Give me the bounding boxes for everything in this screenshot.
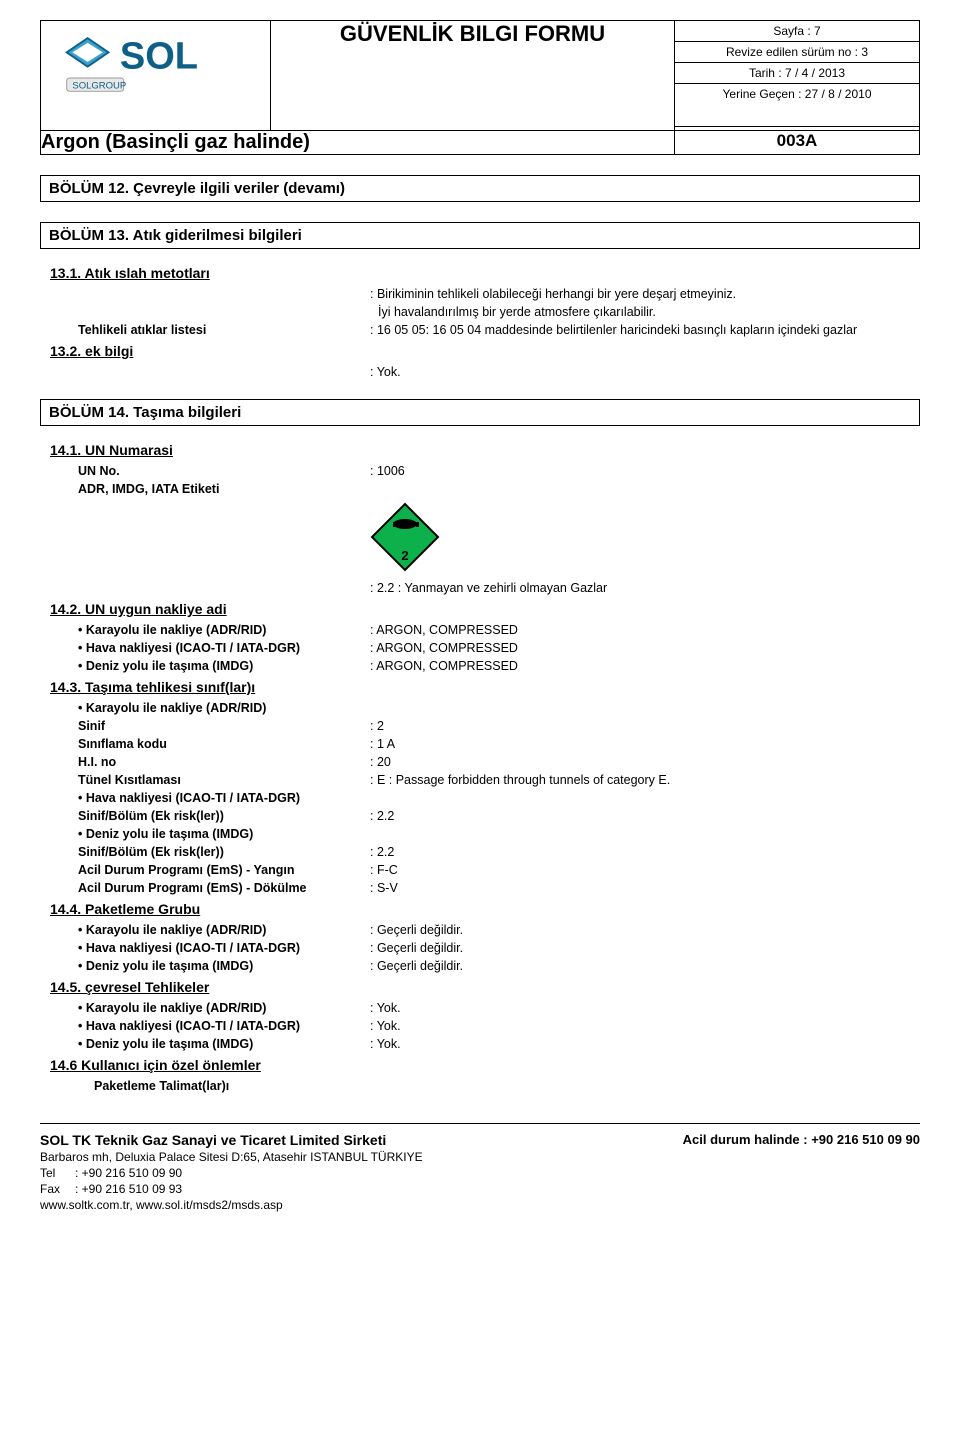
imdg-value-4: Yok. bbox=[370, 1037, 910, 1051]
ems-fire-label: Acil Durum Programı (EmS) - Yangın bbox=[50, 863, 370, 877]
ek-bilgi-value: Yok. bbox=[370, 365, 910, 379]
adr-value-1: ARGON, COMPRESSED bbox=[370, 623, 910, 637]
tel-value: : +90 216 510 09 90 bbox=[75, 1166, 182, 1180]
heading-14-2: 14.2. UN uygun nakliye adi bbox=[50, 601, 910, 617]
product-name: Argon (Basinçli gaz halinde) bbox=[41, 131, 675, 155]
logo-sub-text: SOLGROUP bbox=[72, 80, 126, 91]
hi-value: 20 bbox=[370, 755, 910, 769]
section-12-header: BÖLÜM 12. Çevreyle ilgili veriler (devam… bbox=[40, 175, 920, 202]
section-13-content: 13.1. Atık ıslah metotları Birikiminin t… bbox=[40, 249, 920, 379]
havaland-text: İyi havalandırılmış bir yerde atmosfere … bbox=[370, 305, 910, 319]
siniflama-value: 1 A bbox=[370, 737, 910, 751]
adr-label-2: • Karayolu ile nakliye (ADR/RID) bbox=[50, 701, 370, 715]
emergency-contact: Acil durum halinde : +90 216 510 09 90 bbox=[683, 1132, 920, 1212]
un-no-value: 1006 bbox=[370, 464, 910, 478]
sinif-value: 2 bbox=[370, 719, 910, 733]
heading-13-1: 13.1. Atık ıslah metotları bbox=[50, 265, 910, 281]
tehlikeli-label: Tehlikeli atıklar listesi bbox=[50, 323, 370, 337]
imdg-label-3: • Deniz yolu ile taşıma (IMDG) bbox=[50, 959, 370, 973]
svg-text:2: 2 bbox=[401, 548, 408, 563]
heading-13-2: 13.2. ek bilgi bbox=[50, 343, 910, 359]
icao-label-2: • Hava nakliyesi (ICAO-TI / IATA-DGR) bbox=[50, 791, 370, 805]
logo-brand-text: SOL bbox=[119, 36, 197, 78]
hi-label: H.I. no bbox=[50, 755, 370, 769]
company-address: Barbaros mh, Deluxia Palace Sitesi D:65,… bbox=[40, 1150, 423, 1164]
meta-supersedes: Yerine Geçen : 27 / 8 / 2010 bbox=[675, 84, 919, 104]
section-14-header: BÖLÜM 14. Taşıma bilgileri bbox=[40, 399, 920, 426]
birikim-text: Birikiminin tehlikeli olabileceği herhan… bbox=[370, 287, 910, 301]
icao-value-3: Geçerli değildir. bbox=[370, 941, 910, 955]
icao-label-3: • Hava nakliyesi (ICAO-TI / IATA-DGR) bbox=[50, 941, 370, 955]
sinif-bolum-label-1: Sinif/Bölüm (Ek risk(ler)) bbox=[50, 809, 370, 823]
fax-label: Fax bbox=[40, 1182, 75, 1196]
meta-page: Sayfa : 7 bbox=[675, 21, 919, 42]
siniflama-label: Sınıflama kodu bbox=[50, 737, 370, 751]
tunel-value: E : Passage forbidden through tunnels of… bbox=[370, 773, 910, 787]
tunel-label: Tünel Kısıtlaması bbox=[50, 773, 370, 787]
imdg-value-3: Geçerli değildir. bbox=[370, 959, 910, 973]
document-title: GÜVENLİK BILGI FORMU bbox=[271, 21, 675, 131]
heading-14-3: 14.3. Taşıma tehlikesi sınıf(lar)ı bbox=[50, 679, 910, 695]
un-no-label: UN No. bbox=[50, 464, 370, 478]
hazard-diamond: 2 bbox=[370, 502, 910, 575]
heading-14-6: 14.6 Kullanıcı için özel önlemler bbox=[50, 1057, 910, 1073]
company-name: SOL TK Teknik Gaz Sanayi ve Ticaret Limi… bbox=[40, 1132, 423, 1148]
ems-fire-value: F-C bbox=[370, 863, 910, 877]
heading-14-1: 14.1. UN Numarasi bbox=[50, 442, 910, 458]
paketleme-label: Paketleme Talimat(lar)ı bbox=[50, 1079, 370, 1093]
ems-spill-value: S-V bbox=[370, 881, 910, 895]
adr-label-3: • Karayolu ile nakliye (ADR/RID) bbox=[50, 923, 370, 937]
tehlikeli-value: 16 05 05: 16 05 04 maddesinde belirtilen… bbox=[370, 323, 910, 337]
adr-etiket-label: ADR, IMDG, IATA Etiketi bbox=[50, 482, 370, 496]
adr-label-4: • Karayolu ile nakliye (ADR/RID) bbox=[50, 1001, 370, 1015]
fax-value: : +90 216 510 09 93 bbox=[75, 1182, 182, 1196]
heading-14-4: 14.4. Paketleme Grubu bbox=[50, 901, 910, 917]
tel-label: Tel bbox=[40, 1166, 75, 1180]
ems-spill-label: Acil Durum Programı (EmS) - Dökülme bbox=[50, 881, 370, 895]
logo-cell: SOL SOLGROUP bbox=[41, 21, 271, 131]
heading-14-5: 14.5. çevresel Tehlikeler bbox=[50, 979, 910, 995]
section-14-content: 14.1. UN Numarasi UN No. 1006 ADR, IMDG,… bbox=[40, 426, 920, 1093]
imdg-label-4: • Deniz yolu ile taşıma (IMDG) bbox=[50, 1037, 370, 1051]
meta-cell: Sayfa : 7 Revize edilen sürüm no : 3 Tar… bbox=[675, 21, 920, 127]
imdg-value-1: ARGON, COMPRESSED bbox=[370, 659, 910, 673]
footer: SOL TK Teknik Gaz Sanayi ve Ticaret Limi… bbox=[40, 1123, 920, 1212]
document-header: SOL SOLGROUP GÜVENLİK BILGI FORMU Sayfa … bbox=[40, 20, 920, 155]
web-value: www.soltk.com.tr, www.sol.it/msds2/msds.… bbox=[40, 1198, 423, 1212]
class-text: 2.2 : Yanmayan ve zehirli olmayan Gazlar bbox=[370, 581, 910, 595]
adr-value-4: Yok. bbox=[370, 1001, 910, 1015]
sinif-bolum-value-1: 2.2 bbox=[370, 809, 910, 823]
footer-left: SOL TK Teknik Gaz Sanayi ve Ticaret Limi… bbox=[40, 1132, 423, 1212]
sinif-label: Sinif bbox=[50, 719, 370, 733]
sinif-bolum-label-2: Sinif/Bölüm (Ek risk(ler)) bbox=[50, 845, 370, 859]
sol-logo: SOL SOLGROUP bbox=[61, 21, 251, 107]
icao-value-1: ARGON, COMPRESSED bbox=[370, 641, 910, 655]
adr-label-1: • Karayolu ile nakliye (ADR/RID) bbox=[50, 623, 370, 637]
icao-label-4: • Hava nakliyesi (ICAO-TI / IATA-DGR) bbox=[50, 1019, 370, 1033]
imdg-label-1: • Deniz yolu ile taşıma (IMDG) bbox=[50, 659, 370, 673]
adr-value-3: Geçerli değildir. bbox=[370, 923, 910, 937]
meta-revision: Revize edilen sürüm no : 3 bbox=[675, 42, 919, 63]
imdg-label-2: • Deniz yolu ile taşıma (IMDG) bbox=[50, 827, 370, 841]
product-code: 003A bbox=[675, 131, 920, 155]
meta-date: Tarih : 7 / 4 / 2013 bbox=[675, 63, 919, 84]
icao-label-1: • Hava nakliyesi (ICAO-TI / IATA-DGR) bbox=[50, 641, 370, 655]
icao-value-4: Yok. bbox=[370, 1019, 910, 1033]
sinif-bolum-value-2: 2.2 bbox=[370, 845, 910, 859]
section-13-header: BÖLÜM 13. Atık giderilmesi bilgileri bbox=[40, 222, 920, 249]
